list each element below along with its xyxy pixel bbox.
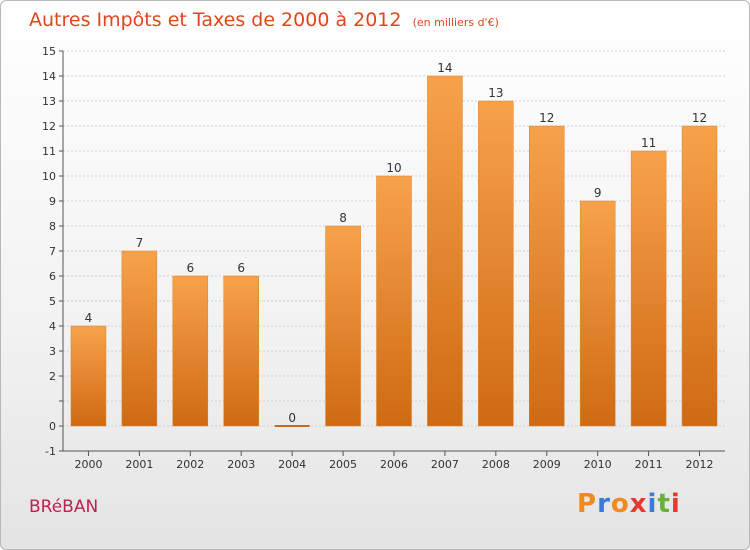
logo-letter: x [629, 489, 648, 519]
y-tick-label: 3 [49, 345, 56, 358]
value-label: 6 [237, 261, 245, 275]
x-tick-label: 2008 [482, 458, 510, 471]
bar [121, 250, 158, 427]
y-tick-label: 5 [49, 295, 56, 308]
y-tick-label: 13 [42, 95, 56, 108]
logo-letter: i [670, 489, 681, 519]
logo-letter: i [647, 489, 658, 519]
x-tick-label: 2003 [227, 458, 255, 471]
value-label: 9 [594, 186, 602, 200]
y-tick-label: 11 [42, 145, 56, 158]
bar [223, 275, 259, 427]
bar [427, 75, 463, 427]
place-name: BRéBAN [29, 497, 99, 517]
y-tick-label: 0 [49, 420, 56, 433]
y-tick-label: 9 [49, 195, 56, 208]
value-label: 11 [641, 136, 656, 150]
y-tick-label: 4 [49, 320, 56, 333]
x-tick-label: 2002 [176, 458, 204, 471]
x-tick-label: 2010 [584, 458, 612, 471]
x-tick-label: 2004 [278, 458, 306, 471]
value-label: 14 [437, 61, 452, 75]
x-tick-label: 2009 [533, 458, 561, 471]
value-label: 12 [539, 111, 554, 125]
proxiti-logo: Proxiti [577, 489, 681, 519]
value-label: 8 [339, 211, 347, 225]
x-tick-label: 2011 [635, 458, 663, 471]
x-tick-label: 2007 [431, 458, 459, 471]
bar [579, 200, 616, 427]
y-tick-label: 15 [42, 45, 56, 58]
value-label: 0 [288, 411, 296, 425]
x-tick-label: 2006 [380, 458, 408, 471]
chart-title: Autres Impôts et Taxes de 2000 à 2012 [29, 9, 402, 31]
bar [681, 125, 718, 427]
chart-unit: (en milliers d'€) [412, 16, 499, 29]
title-row: Autres Impôts et Taxes de 2000 à 2012 (e… [29, 9, 499, 31]
value-label: 13 [488, 86, 503, 100]
bar [630, 150, 667, 427]
y-tick-label: 10 [42, 170, 56, 183]
y-tick-label: 2 [49, 370, 56, 383]
value-label: 10 [386, 161, 401, 175]
logo-letter: r [597, 489, 611, 519]
value-label: 6 [186, 261, 194, 275]
bar [325, 225, 361, 427]
x-tick-label: 2000 [74, 458, 102, 471]
y-tick-label: 7 [49, 245, 56, 258]
logo-letter: o [610, 489, 630, 519]
bar [70, 325, 107, 427]
x-tick-label: 2012 [686, 458, 714, 471]
logo-letter: t [657, 489, 671, 519]
value-label: 7 [136, 236, 144, 250]
y-tick-label: -1 [45, 445, 56, 458]
value-label: 12 [692, 111, 707, 125]
y-tick-label: 8 [49, 220, 56, 233]
bar [172, 275, 209, 427]
value-label: 4 [85, 311, 93, 325]
y-tick-label: 14 [42, 70, 56, 83]
x-tick-label: 2005 [329, 458, 357, 471]
bar [529, 125, 565, 427]
y-tick-label: 12 [42, 120, 56, 133]
x-tick-label: 2001 [125, 458, 153, 471]
bar [478, 100, 514, 427]
logo-letter: P [577, 489, 598, 519]
y-tick-label: 6 [49, 270, 56, 283]
bar [376, 175, 412, 427]
